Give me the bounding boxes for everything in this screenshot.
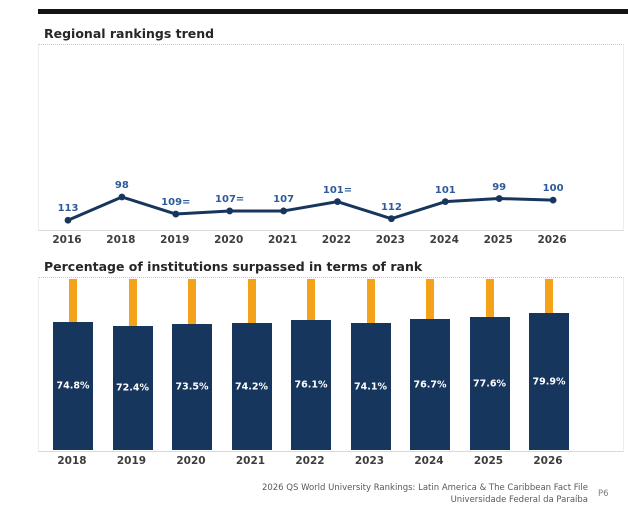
rank-trend-line	[64, 193, 557, 224]
data-point-marker	[549, 196, 557, 204]
bar-group: 74.2%	[231, 279, 272, 450]
data-point-marker	[226, 207, 234, 215]
x-axis-tick-label: 2016	[52, 234, 82, 246]
bar-value-label: 76.7%	[413, 379, 447, 390]
bar-percentage-segment: 76.1%	[291, 320, 331, 450]
bar-group: 73.5%	[172, 279, 212, 450]
bar-chart-title: Percentage of institutions surpassed in …	[44, 259, 423, 274]
footer-line-1: 2026 QS World University Rankings: Latin…	[261, 483, 588, 493]
bar-percentage-segment: 73.5%	[172, 324, 212, 450]
data-point-marker	[388, 215, 395, 223]
bar-remainder-segment	[485, 279, 494, 317]
data-point-label: 100	[542, 183, 564, 195]
x-axis-tick-label: 2024	[414, 455, 444, 467]
data-point-label: 99	[492, 181, 507, 193]
bar-remainder-segment	[69, 279, 77, 322]
bar-percentage-segment: 77.6%	[469, 317, 510, 450]
bar-chart-x-axis: 2018 2019 2020 2021 2022 2023 2024 2025 2026	[38, 455, 624, 469]
data-point-marker	[334, 198, 341, 206]
bar-group: 79.9%	[529, 279, 569, 450]
bar-group: 76.1%	[291, 279, 331, 450]
x-axis-tick-label: 2019	[116, 455, 147, 467]
x-axis-tick-label: 2026	[533, 455, 563, 467]
x-axis-tick-label: 2018	[106, 234, 136, 246]
bar-group: 76.7%	[410, 279, 450, 450]
line-chart-title: Regional rankings trend	[44, 26, 215, 41]
data-point-label: 98	[114, 180, 129, 191]
data-point-label: 112	[380, 201, 402, 213]
x-axis-tick-label: 2021	[235, 455, 266, 467]
data-point-label: 113	[57, 203, 79, 215]
bar-value-label: 72.4%	[116, 382, 149, 394]
x-axis-tick-label: 2020	[214, 234, 244, 246]
data-point-marker	[64, 216, 72, 224]
data-point-label: 101=	[322, 184, 353, 196]
bar-remainder-segment	[426, 279, 434, 319]
data-point-label: 109=	[161, 197, 191, 209]
x-axis-tick-label: 2018	[57, 455, 87, 467]
x-axis-tick-label: 2025	[483, 234, 513, 246]
bar-percentage-segment: 79.9%	[529, 313, 569, 450]
bar-remainder-segment	[366, 279, 375, 323]
x-axis-tick-label: 2025	[473, 455, 504, 467]
bar-percentage-segment: 74.2%	[231, 323, 272, 450]
bar-percentage-segment: 72.4%	[112, 326, 153, 450]
x-axis-tick-label: 2021	[267, 234, 298, 246]
x-axis-tick-label: 2023	[375, 234, 405, 246]
data-point-marker	[495, 195, 503, 202]
bar-value-label: 74.8%	[56, 380, 90, 392]
x-axis-tick-label: 2020	[176, 455, 206, 467]
x-axis-tick-label: 2023	[354, 455, 385, 467]
bar-group: 74.8%	[53, 279, 93, 450]
bar-value-label: 73.5%	[175, 381, 209, 393]
bar-group: 72.4%	[112, 279, 153, 450]
x-axis-tick-label: 2022	[295, 455, 325, 467]
data-point-marker	[172, 210, 180, 218]
bar-value-label: 79.9%	[532, 376, 566, 387]
bar-percentage-segment: 76.7%	[410, 319, 450, 450]
bar-value-label: 76.1%	[294, 379, 328, 391]
bar-remainder-segment	[188, 279, 196, 324]
bar-group: 74.1%	[350, 279, 391, 450]
bar-remainder-segment	[128, 279, 137, 326]
data-point-label: 107=	[215, 193, 245, 205]
trend-line-path	[67, 195, 554, 222]
page-number: P6	[598, 489, 609, 499]
bar-remainder-segment	[247, 279, 256, 323]
top-divider-rule	[38, 9, 628, 14]
x-axis-tick-label: 2026	[537, 234, 567, 246]
footer-line-2: Universidade Federal da Paraíba	[450, 495, 588, 505]
bar-percentage-segment: 74.1%	[350, 323, 391, 450]
bar-chart-plot-area: 74.8% 72.4% 73.5% 74.2% 76.1% 74.1% 76.7% 77.6%…	[38, 277, 624, 452]
bar-remainder-segment	[545, 279, 553, 313]
footer-source-text: 2026 QS World University Rankings: Latin…	[168, 482, 588, 506]
data-point-label: 101	[434, 184, 456, 196]
bar-value-label: 74.2%	[235, 381, 268, 392]
data-point-marker	[118, 193, 126, 201]
line-chart-x-axis: 2016 2018 2019 2020 2021 2022 2023 2024 2025 2026	[38, 234, 624, 248]
bar-percentage-segment: 74.8%	[53, 322, 93, 450]
x-axis-tick-label: 2019	[160, 234, 190, 246]
bar-remainder-segment	[307, 279, 315, 320]
data-point-marker	[280, 207, 287, 215]
x-axis-tick-label: 2024	[429, 234, 459, 246]
bar-value-label: 74.1%	[354, 381, 387, 392]
data-point-marker	[441, 198, 449, 206]
bar-group: 77.6%	[469, 279, 510, 450]
x-axis-tick-label: 2022	[321, 234, 352, 246]
line-chart-plot-area: 113 98 109= 107= 107 101= 112 101 99 100	[38, 44, 624, 231]
data-point-label: 107	[273, 193, 295, 205]
bar-value-label: 77.6%	[473, 378, 506, 389]
